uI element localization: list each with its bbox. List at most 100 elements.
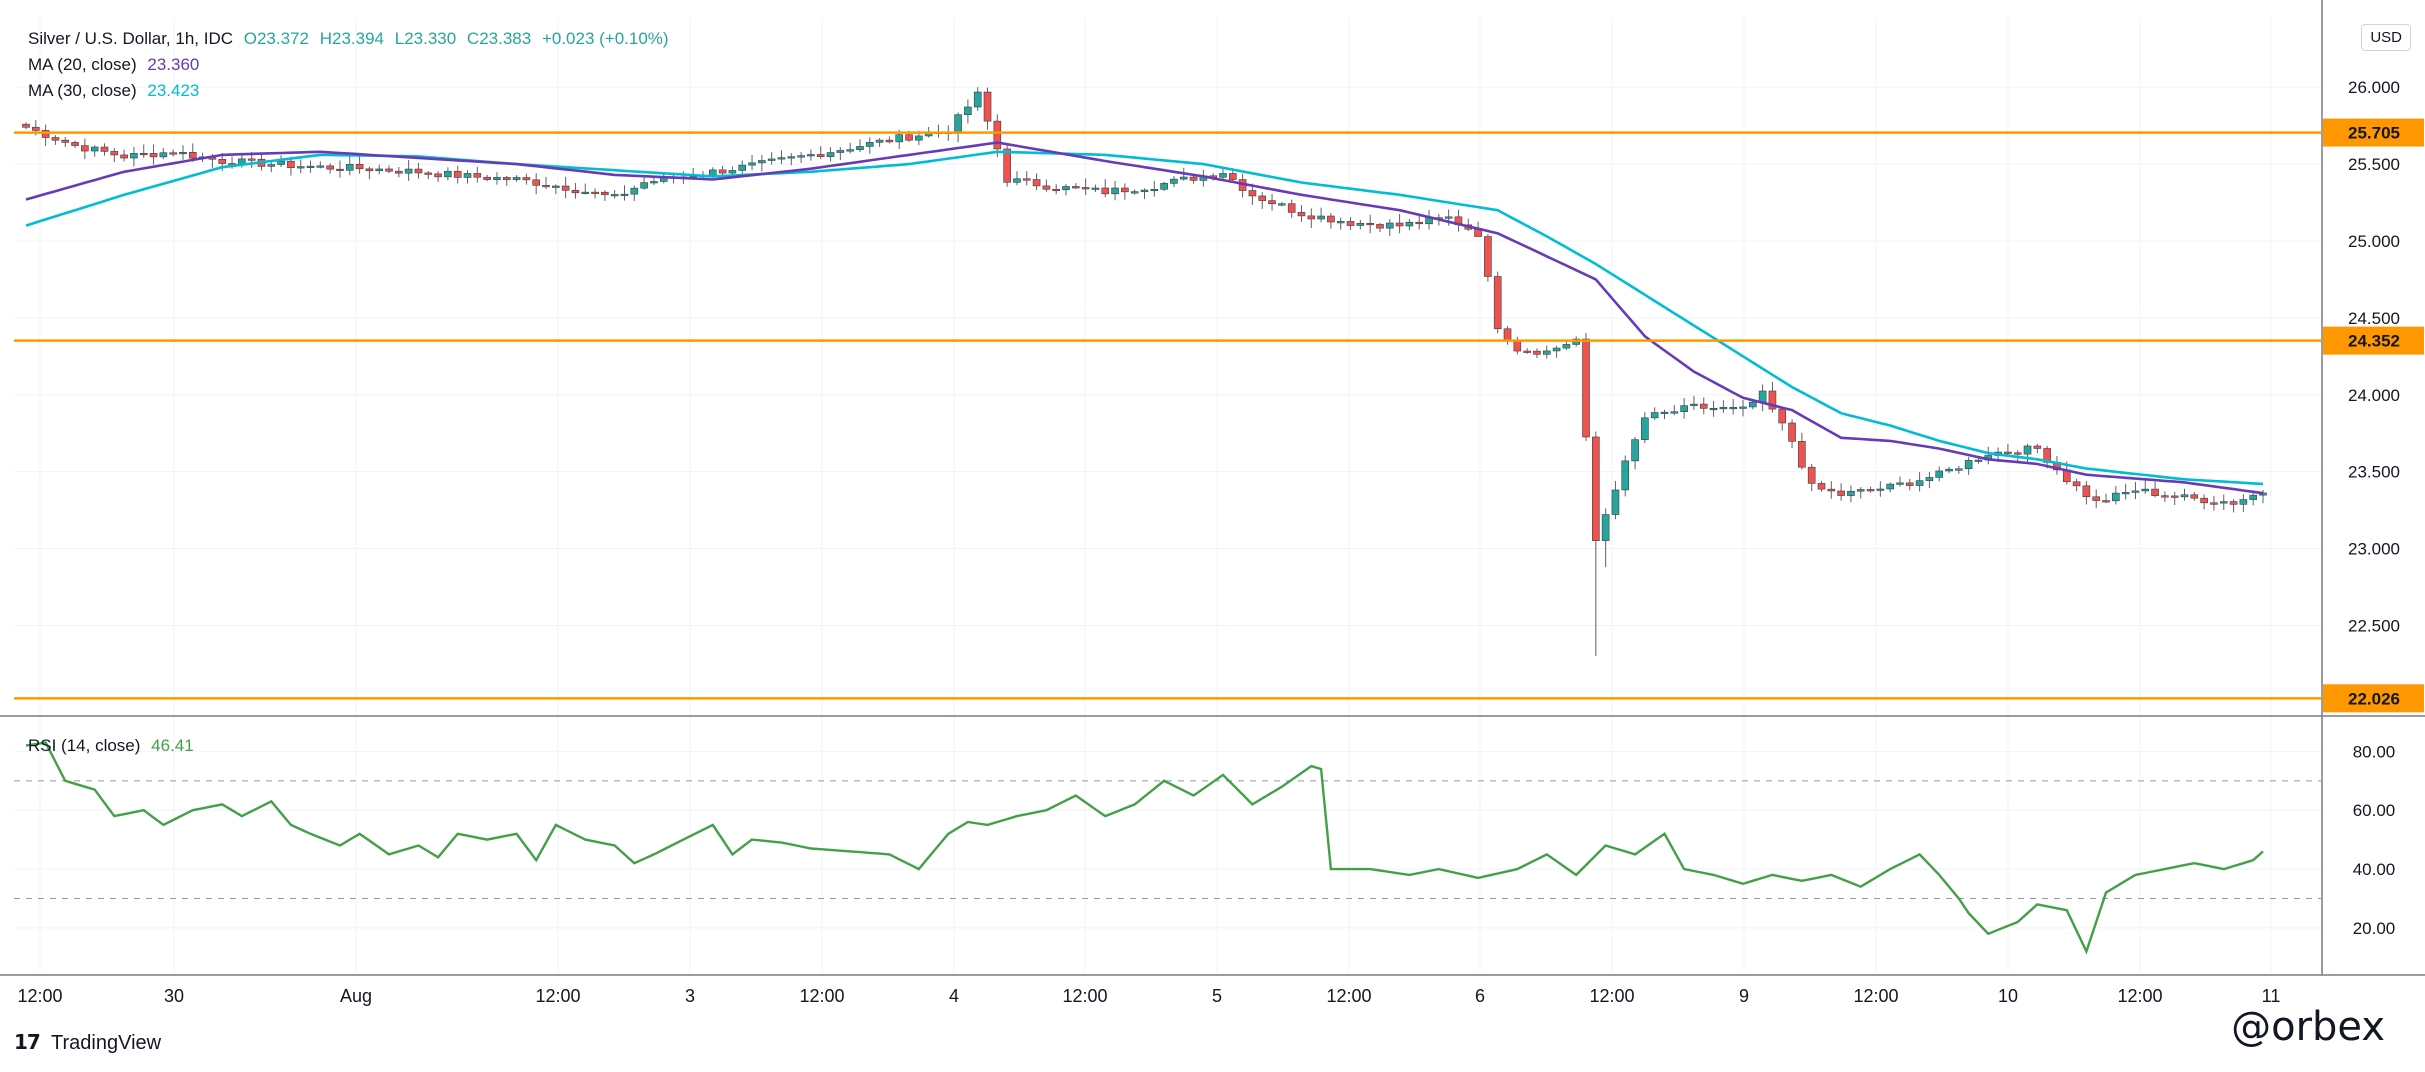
rsi-legend: RSI (14, close) 46.41 [28, 733, 200, 759]
candle-body [1699, 403, 1708, 409]
candle-body [728, 170, 737, 174]
tradingview-brand[interactable]: 𝟭𝟳 TradingView [14, 1030, 161, 1055]
candle-body [1376, 224, 1384, 229]
candle-body [139, 153, 148, 156]
time-tick-label: 12:00 [1326, 986, 1371, 1006]
candle-body [1866, 489, 1875, 492]
ma20-line: MA (20, close) 23.360 [28, 52, 675, 78]
candle-body [375, 168, 384, 172]
candle-body [1170, 178, 1178, 184]
candle-body [2210, 502, 2218, 505]
currency-badge[interactable]: USD [2361, 24, 2411, 51]
candle-body [601, 191, 609, 195]
rsi-label: RSI (14, close) [28, 736, 141, 755]
candle-body [826, 152, 835, 157]
level-label-bg [2323, 118, 2424, 147]
candle-body [875, 139, 884, 143]
candle-body [336, 168, 344, 171]
candle-body [1758, 390, 1767, 403]
candle-body [2229, 501, 2238, 505]
rsi-line [25, 741, 2264, 955]
candle-body [169, 152, 177, 155]
candle-body [1003, 148, 1011, 183]
candle-body [1542, 350, 1551, 355]
candle-body [571, 190, 580, 194]
candle-body [1052, 188, 1060, 192]
low-value: L23.330 [394, 29, 457, 48]
candle-body [414, 168, 423, 174]
candle-body [1837, 490, 1845, 496]
price-tick-label: 22.500 [2348, 616, 2400, 635]
candle-body [1935, 470, 1944, 478]
close-value: C23.383 [466, 29, 532, 48]
candle-body [954, 114, 962, 134]
candle-body [1415, 221, 1424, 225]
candle-body [1847, 490, 1855, 496]
candle-body [1219, 173, 1227, 178]
time-tick-label: 11 [2262, 986, 2281, 1006]
candle-body [2033, 445, 2042, 449]
price-tick-label: 24.500 [2348, 309, 2400, 328]
candle-body [306, 165, 315, 168]
open-value: O23.372 [243, 29, 309, 48]
candle-body [1945, 468, 1953, 472]
time-tick-label: 4 [949, 986, 959, 1006]
candle-body [424, 172, 433, 175]
candle-body [1798, 441, 1806, 468]
candle-body [1964, 460, 1973, 470]
candle-body [2239, 499, 2248, 505]
symbol-title: Silver / U.S. Dollar, 1h, IDC [28, 29, 234, 48]
orbex-watermark: @orbex [2231, 1004, 2385, 1050]
candle-body [1013, 178, 1021, 183]
candle-body [61, 139, 70, 143]
rsi-value: 46.41 [151, 736, 194, 755]
candle-body [640, 182, 648, 189]
candle-body [1876, 488, 1885, 491]
candle-body [1091, 187, 1100, 190]
candle-body [2180, 494, 2189, 498]
candle-body [1366, 223, 1374, 226]
candle-body [1268, 200, 1276, 205]
candle-body [41, 130, 50, 138]
price-tick-label: 23.500 [2348, 463, 2400, 482]
candle-body [1915, 480, 1924, 486]
time-tick-label: 9 [1739, 986, 1749, 1006]
ma30-label: MA (30, close) [28, 81, 137, 100]
candle-body [542, 185, 550, 188]
candle-body [81, 145, 89, 152]
high-value: H23.394 [319, 29, 384, 48]
candle-body [2131, 490, 2140, 493]
candle-body [2161, 495, 2169, 498]
candle-body [1562, 344, 1571, 349]
candle-body [1160, 183, 1168, 190]
candle-body [993, 120, 1002, 150]
candle-body [316, 165, 325, 168]
candle-body [1081, 187, 1090, 190]
candle-body [836, 150, 845, 153]
price-tick-label: 24.000 [2348, 386, 2400, 405]
price-tick-label: 26.000 [2348, 78, 2400, 97]
candle-body [1287, 203, 1296, 213]
candle-body [434, 173, 442, 178]
candle-body [453, 170, 462, 178]
candle-body [71, 142, 79, 146]
candle-body [1258, 195, 1267, 201]
candle-body [650, 181, 658, 184]
candle-body [1179, 176, 1188, 180]
time-tick-label: 12:00 [1853, 986, 1898, 1006]
price-legend: Silver / U.S. Dollar, 1h, IDC O23.372 H2… [28, 26, 675, 104]
ma30-line: MA (30, close) 23.423 [28, 78, 675, 104]
candle-body [1022, 178, 1031, 181]
candle-body [1631, 439, 1639, 462]
candle-body [32, 126, 40, 131]
candle-body [1974, 459, 1983, 462]
time-tick-label: 12:00 [1062, 986, 1107, 1006]
candle-body [777, 157, 786, 160]
candle-body [1130, 191, 1139, 194]
candle-body [1444, 216, 1453, 219]
time-tick-label: 10 [1998, 986, 2018, 1006]
candle-body [1248, 190, 1257, 197]
candle-body [1072, 186, 1080, 189]
candle-body [915, 135, 923, 141]
